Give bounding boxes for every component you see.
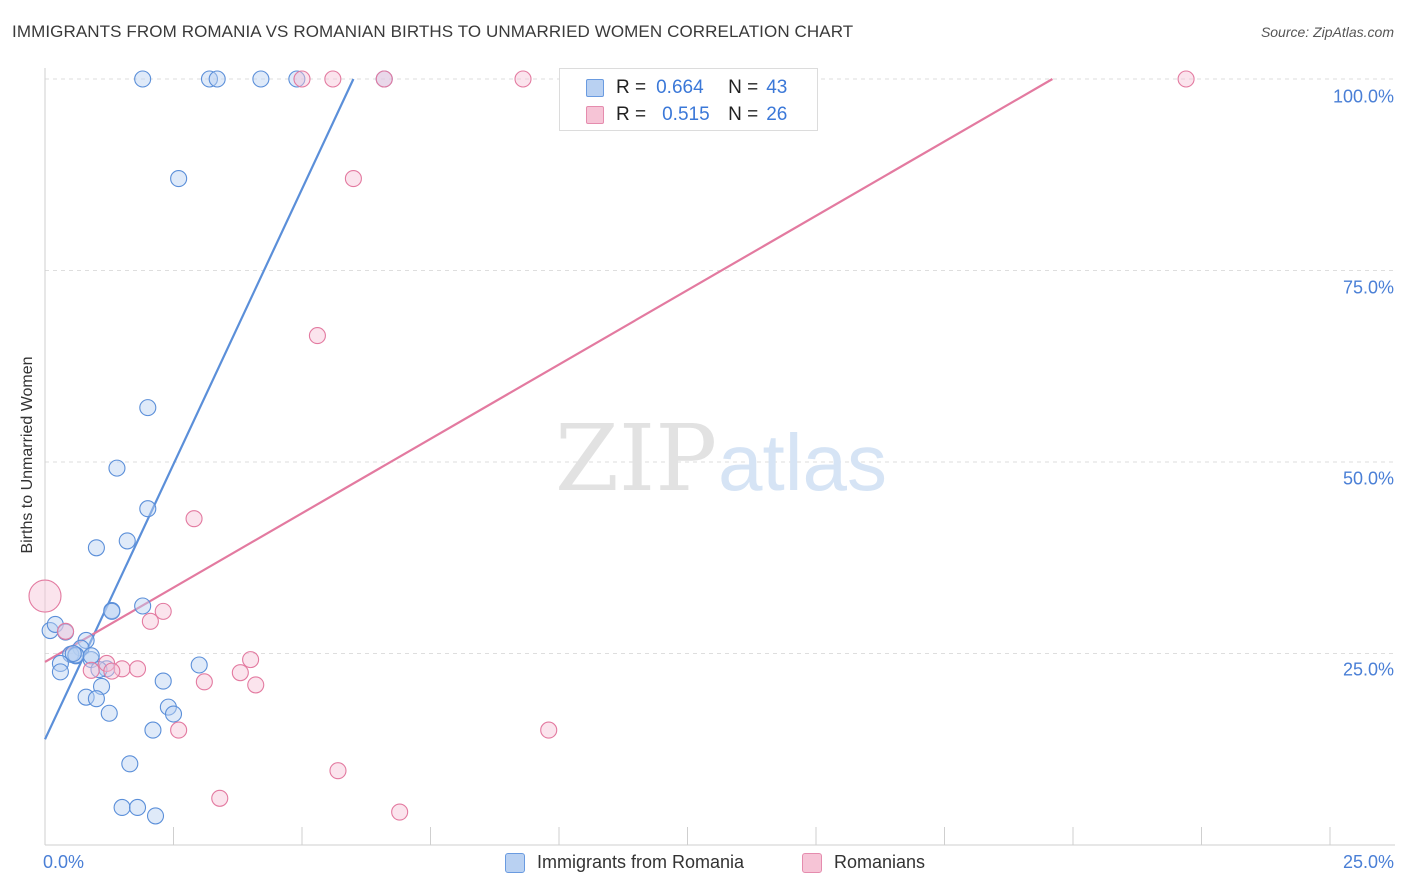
data-point-romanians xyxy=(514,70,532,88)
data-point-romania xyxy=(134,597,152,615)
data-point-romanians xyxy=(308,327,326,345)
data-point-romanians xyxy=(344,170,362,188)
legend-swatch-pink xyxy=(586,106,604,124)
data-point-romania xyxy=(103,602,121,620)
data-point-romanians xyxy=(170,721,188,739)
data-point-romania xyxy=(64,644,82,663)
data-point-romanians xyxy=(103,662,121,680)
data-point-romanians xyxy=(231,664,249,682)
data-point-romania xyxy=(139,500,157,518)
data-point-romania xyxy=(82,647,100,665)
watermark-atlas: atlas xyxy=(718,418,887,507)
bottom-legend-label: Immigrants from Romania xyxy=(537,852,745,872)
legend-n-value: 26 xyxy=(766,104,788,125)
chart-title: IMMIGRANTS FROM ROMANIA VS ROMANIAN BIRT… xyxy=(12,22,854,41)
legend-r-value: 0.664 xyxy=(656,77,704,98)
data-point-romanians xyxy=(375,70,393,88)
data-point-romanians xyxy=(82,661,100,679)
y-tick-label: 75.0% xyxy=(1342,277,1394,298)
data-point-romania xyxy=(139,399,157,417)
data-point-romanians xyxy=(247,676,265,694)
chart-source: Source: ZipAtlas.com xyxy=(1260,24,1394,40)
bottom-legend-romanians: Romanians xyxy=(802,852,925,873)
bottom-legend-swatch-blue xyxy=(505,852,525,873)
data-point-romania xyxy=(51,663,69,681)
legend-n-label: N = xyxy=(728,104,759,125)
data-point-romania xyxy=(154,672,172,690)
data-point-romania xyxy=(170,170,188,188)
data-point-romanians xyxy=(57,622,75,640)
y-tick-label: 100.0% xyxy=(1332,86,1394,107)
data-point-romania xyxy=(288,70,306,88)
trend-line-romanians xyxy=(44,78,1053,663)
legend-r-value: 0.515 xyxy=(662,104,710,125)
data-point-romanians xyxy=(128,660,147,678)
data-point-romanians xyxy=(540,721,558,739)
data-point-romania xyxy=(87,539,105,557)
legend-r-label: R = xyxy=(616,77,647,98)
y-axis-label: Births to Unmarried Women xyxy=(19,356,36,554)
legend-n-value: 43 xyxy=(766,77,788,98)
data-point-romania xyxy=(108,459,126,477)
legend-n-label: N = xyxy=(728,77,759,98)
data-point-romanians xyxy=(195,673,213,691)
data-point-romania xyxy=(87,690,105,708)
data-point-romania xyxy=(144,721,162,739)
data-point-romania xyxy=(128,798,147,817)
data-point-romanians xyxy=(185,510,203,528)
data-point-romanians xyxy=(154,602,172,620)
data-point-romanians xyxy=(324,70,342,88)
data-point-romania xyxy=(100,704,118,722)
legend-r-label: R = xyxy=(616,104,647,125)
data-point-romanians xyxy=(211,789,229,807)
legend-row-romanians: R = 0.515 N = 26 xyxy=(586,104,787,126)
data-point-romania xyxy=(121,755,139,773)
data-point-romania xyxy=(118,532,136,550)
x-tick-label-min: 0.0% xyxy=(43,852,85,872)
data-point-romania xyxy=(208,70,226,88)
data-point-romania xyxy=(159,698,177,716)
legend-swatch-blue xyxy=(586,79,604,97)
y-tick-label: 25.0% xyxy=(1342,659,1394,680)
data-point-romanians xyxy=(391,803,409,821)
y-tick-label: 50.0% xyxy=(1342,468,1394,489)
data-point-romania xyxy=(113,798,131,817)
correlation-legend: R = 0.664 N = 43 R = 0.515 N = 26 xyxy=(559,68,818,131)
bottom-legend-swatch-pink xyxy=(802,852,822,873)
trend-line-romania xyxy=(44,78,355,740)
data-point-romanians xyxy=(113,660,131,678)
data-point-romanians xyxy=(28,579,62,613)
data-point-romanians xyxy=(1177,70,1195,88)
watermark-zip: ZIP xyxy=(555,405,717,512)
x-tick-label-max: 25.0% xyxy=(1342,852,1394,872)
data-point-romania xyxy=(190,656,208,674)
bottom-legend-romania: Immigrants from Romania xyxy=(505,852,744,873)
legend-row-romania: R = 0.664 N = 43 xyxy=(586,77,787,99)
data-point-romania xyxy=(164,705,183,723)
data-point-romania xyxy=(146,807,165,825)
data-point-romania xyxy=(134,70,152,88)
bottom-legend-label: Romanians xyxy=(834,852,926,872)
data-point-romanians xyxy=(141,612,159,630)
data-point-romanians xyxy=(242,651,260,669)
data-point-romania xyxy=(252,70,270,88)
data-point-romanians xyxy=(329,762,347,780)
data-point-romanians xyxy=(293,70,311,88)
